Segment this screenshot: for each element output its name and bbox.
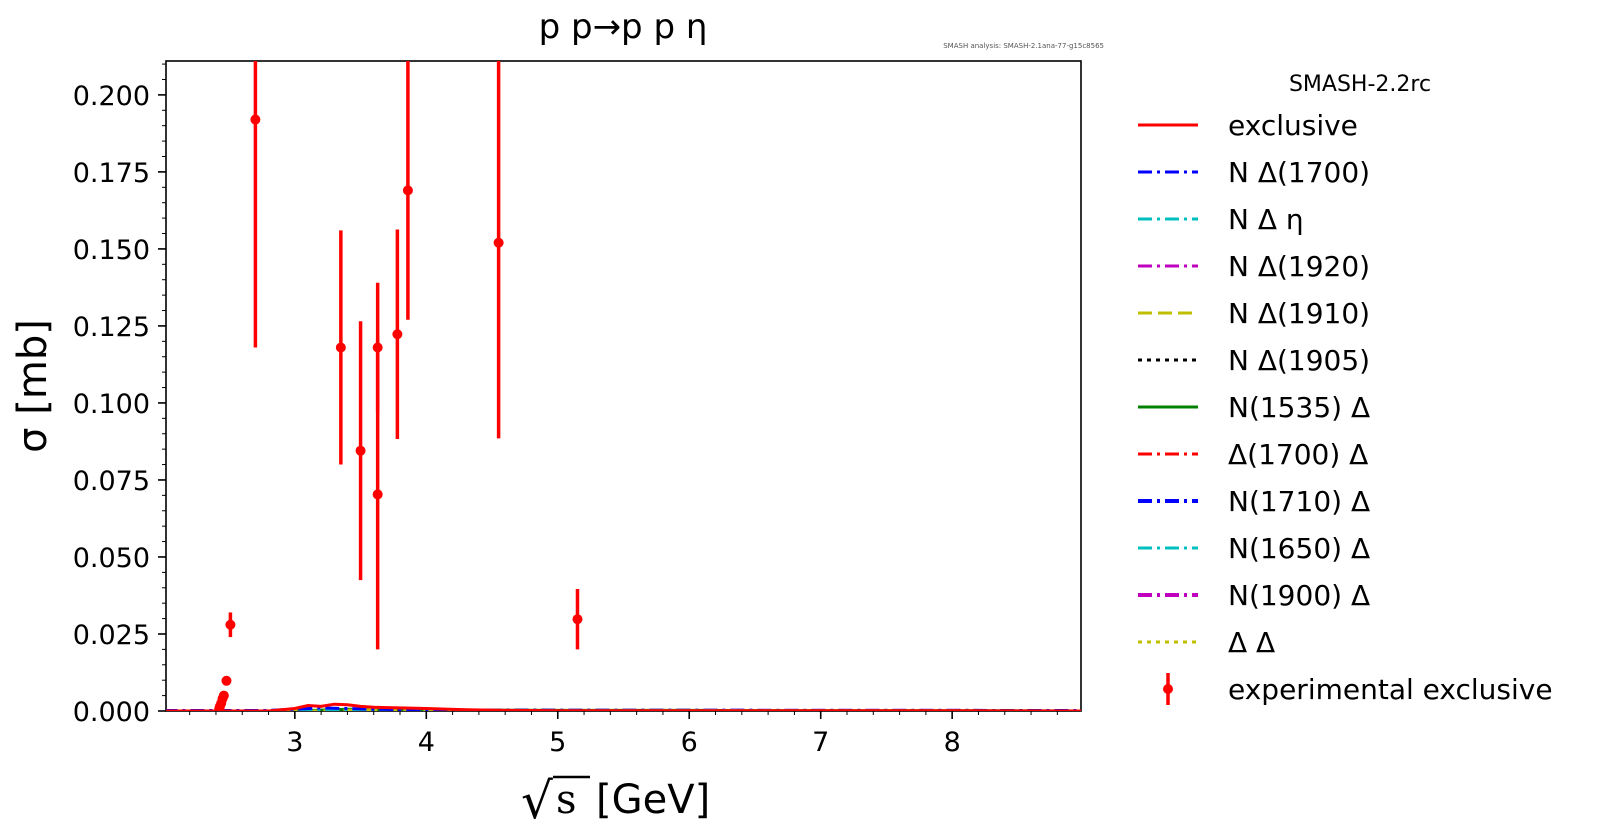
legend-label-1: N Δ(1700) — [1228, 156, 1370, 189]
data-layer — [166, 61, 1081, 711]
x-tick-label-4: 7 — [812, 727, 829, 758]
y-tick-label-1: 0.025 — [73, 620, 150, 651]
data-point-15 — [572, 614, 583, 625]
legend-label-4: N Δ(1910) — [1228, 297, 1370, 330]
legend-label-9: N(1650) Δ — [1228, 532, 1370, 565]
legend-swatch-experimental-point — [1163, 684, 1173, 694]
legend-label-0: exclusive — [1228, 109, 1358, 142]
plot-area — [165, 60, 1082, 712]
chart-title: p p→p p η — [539, 7, 708, 47]
x-tick-label-5: 8 — [944, 727, 961, 758]
x-axis-title-root: √ — [521, 772, 553, 830]
legend-label-experimental: experimental exclusive — [1228, 673, 1553, 706]
legend-title: SMASH-2.2rc — [1289, 72, 1431, 97]
x-tick-label-3: 6 — [681, 727, 698, 758]
data-point-4 — [218, 690, 229, 701]
legend-label-5: N Δ(1905) — [1228, 344, 1370, 377]
y-axis-title: σ [mb] — [10, 319, 56, 453]
y-tick-label-6: 0.150 — [73, 235, 150, 266]
x-axis-title-var: s — [556, 777, 577, 823]
data-point-12 — [392, 329, 403, 340]
y-tick-label-3: 0.075 — [73, 466, 150, 497]
data-point-6 — [225, 619, 236, 630]
x-tick-label-0: 3 — [286, 727, 303, 758]
y-tick-label-8: 0.200 — [73, 81, 150, 112]
data-point-7 — [250, 114, 261, 125]
x-axis-title-unit: [GeV] — [596, 777, 710, 823]
legend-label-11: Δ Δ — [1228, 626, 1275, 659]
y-tick-label-2: 0.050 — [73, 543, 150, 574]
data-point-8 — [335, 342, 346, 353]
data-point-9 — [355, 445, 366, 456]
data-point-13 — [402, 185, 413, 196]
legend-label-7: Δ(1700) Δ — [1228, 438, 1368, 471]
analysis-annotation: SMASH analysis: SMASH-2.1ana-77-g15c8565 — [943, 42, 1104, 50]
data-point-5 — [221, 675, 232, 686]
legend-label-8: N(1710) Δ — [1228, 485, 1370, 518]
data-point-11 — [372, 489, 383, 500]
data-point-14 — [493, 237, 504, 248]
y-tick-label-5: 0.125 — [73, 312, 150, 343]
x-tick-label-2: 5 — [549, 727, 566, 758]
x-tick-label-1: 4 — [418, 727, 435, 758]
y-tick-label-4: 0.100 — [73, 389, 150, 420]
series-line-0 — [166, 702, 1081, 711]
legend-label-10: N(1900) Δ — [1228, 579, 1370, 612]
legend: exclusive N Δ(1700) N Δ η N Δ(1920) N Δ(1910… — [1138, 109, 1553, 706]
legend-label-6: N(1535) Δ — [1228, 391, 1370, 424]
y-tick-label-7: 0.175 — [73, 158, 150, 189]
y-tick-label-0: 0.000 — [73, 697, 150, 728]
legend-label-2: N Δ η — [1228, 203, 1304, 236]
axes-layer: 3 4 5 6 7 8 0.000 0.025 0.050 0.075 0.100 0.125 0.15… — [73, 63, 1058, 758]
legend-label-3: N Δ(1920) — [1228, 250, 1370, 283]
